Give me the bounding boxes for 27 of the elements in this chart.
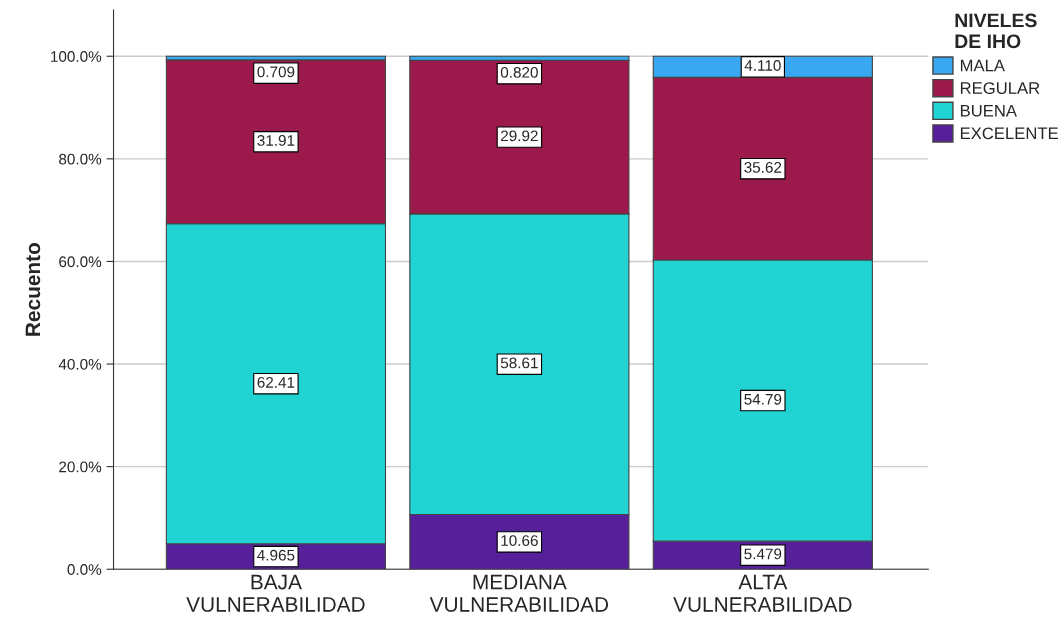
data-label: 4.965 [257, 549, 295, 561]
data-label: 29.92 [501, 130, 538, 142]
legend-label: BUENA [960, 104, 1017, 117]
data-label: 35.62 [744, 161, 782, 173]
y-tick-label: 0.0% [67, 564, 102, 575]
data-label: 58.61 [500, 357, 538, 369]
data-label: 54.79 [744, 393, 782, 405]
legend-label: EXCELENTE [960, 127, 1058, 140]
x-tick-label: MEDIANA VULNERABILIDAD [429, 574, 609, 612]
legend-label: REGULAR [960, 82, 1040, 94]
y-tick-label: 80.0% [59, 153, 102, 165]
data-label: 5.479 [744, 548, 782, 560]
y-axis-title: Recuento [25, 243, 41, 336]
data-label: 31.91 [257, 135, 295, 146]
legend-label: MALA [960, 59, 1005, 72]
y-tick-label: 100.0% [51, 51, 102, 62]
data-label: 0.820 [500, 66, 538, 78]
y-tick-label: 20.0% [59, 461, 102, 473]
y-tick-label: 40.0% [58, 358, 102, 370]
y-tick-label: 60.0% [59, 256, 102, 268]
data-label: 10.66 [501, 535, 538, 546]
data-label: 4.110 [744, 60, 781, 71]
legend-title: NIVELES DE IHO [955, 13, 1037, 49]
x-tick-label: BAJA VULNERABILIDAD [186, 574, 365, 612]
x-tick-label: ALTA VULNERABILIDAD [673, 574, 852, 612]
data-label: 0.709 [257, 66, 295, 78]
data-label: 62.41 [257, 376, 295, 388]
